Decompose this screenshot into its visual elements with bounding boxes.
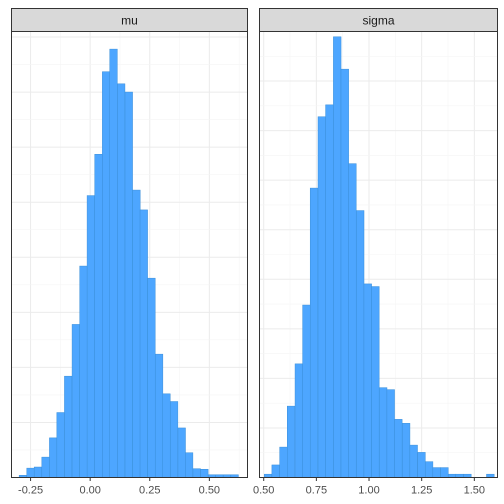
histogram-bar xyxy=(440,467,449,478)
histogram-bar xyxy=(340,68,349,478)
histogram-bar xyxy=(26,467,35,478)
histogram-bar xyxy=(348,163,357,478)
histogram-bar xyxy=(424,461,434,478)
panel-border-mu xyxy=(11,31,248,478)
histogram-bar xyxy=(139,209,148,478)
histogram-bar xyxy=(33,466,42,478)
x-tick-label: 1.50 xyxy=(464,485,485,497)
bars-sigma xyxy=(264,36,495,478)
histogram-bar xyxy=(317,116,326,478)
histogram-bar xyxy=(402,423,411,478)
histogram-bar xyxy=(200,468,209,478)
x-tick-label: 0.75 xyxy=(306,485,327,497)
histogram-bar xyxy=(170,401,179,478)
x-tick-label: 1.00 xyxy=(358,485,379,497)
histogram-bar xyxy=(49,437,58,478)
histogram-bar xyxy=(417,452,426,478)
x-tick-label: -0.25 xyxy=(18,485,43,497)
histogram-bar xyxy=(102,71,111,478)
histogram-bar xyxy=(409,444,418,478)
histogram-bar xyxy=(192,468,201,478)
histogram-bar xyxy=(309,187,319,478)
x-tick-label: 0.50 xyxy=(253,485,274,497)
histogram-bar xyxy=(64,375,73,478)
histogram-bar xyxy=(132,189,141,478)
histogram-bar xyxy=(325,104,334,478)
histogram-bar xyxy=(271,464,280,478)
histogram-bar xyxy=(287,405,296,478)
histogram-bar xyxy=(371,286,380,478)
histogram-bar xyxy=(185,452,194,478)
histogram-bar xyxy=(294,363,303,478)
x-tick-label: 0.50 xyxy=(199,485,220,497)
bars-mu xyxy=(18,48,239,478)
panel-sigma: sigma 0.50 0.75 1.00 1.25 1.50 xyxy=(253,8,498,497)
x-tick-label: 0.25 xyxy=(139,485,160,497)
histogram-bar xyxy=(162,393,171,478)
histogram-bar xyxy=(279,446,288,478)
histogram-bar xyxy=(379,387,388,478)
x-axis-mu: -0.25 0.00 0.25 0.50 xyxy=(18,477,220,497)
strip-label-mu: mu xyxy=(121,14,138,28)
histogram-bar xyxy=(147,277,156,478)
x-axis-sigma: 0.50 0.75 1.00 1.25 1.50 xyxy=(253,477,485,497)
histogram-bar xyxy=(56,412,65,478)
histogram-bar xyxy=(124,91,133,478)
histogram-bar xyxy=(302,304,311,478)
panel-mu: mu -0.25 0.00 0.25 0.50 xyxy=(11,8,248,497)
histogram-bar xyxy=(386,389,395,478)
histogram-bar xyxy=(117,83,126,478)
x-tick-label: 1.25 xyxy=(411,485,432,497)
histogram-bar xyxy=(109,48,118,478)
histogram-bar xyxy=(79,265,88,478)
histogram-bar xyxy=(432,467,441,478)
panel-border-sigma xyxy=(259,31,498,478)
histogram-bar xyxy=(177,427,186,478)
histogram-bar xyxy=(333,36,342,478)
histogram-bar xyxy=(363,283,372,478)
histogram-bar xyxy=(94,154,103,478)
histogram-bar xyxy=(71,324,80,478)
histogram-bar xyxy=(86,195,95,478)
x-tick-label: 0.00 xyxy=(79,485,100,497)
histogram-bar xyxy=(394,419,403,478)
histogram-bar xyxy=(41,456,50,478)
strip-label-sigma: sigma xyxy=(362,14,394,28)
histogram-bar xyxy=(356,210,365,478)
histogram-bar xyxy=(155,353,164,478)
